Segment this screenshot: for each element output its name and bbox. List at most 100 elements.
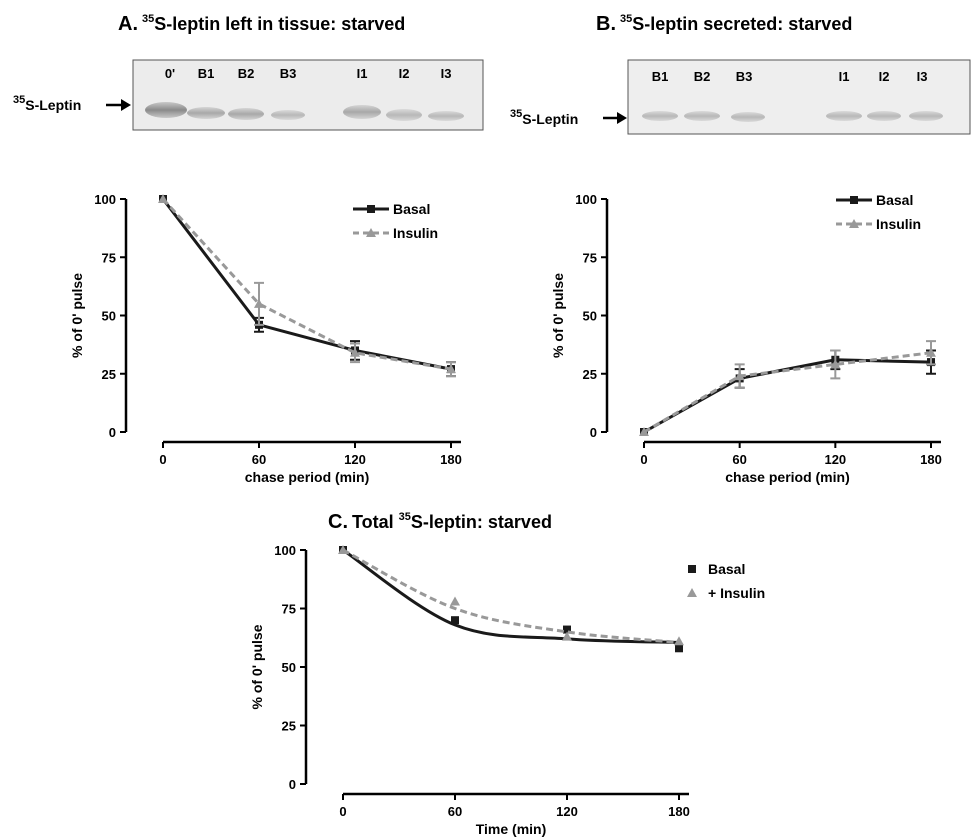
panel-a-series-insulin-point bbox=[446, 364, 456, 374]
panel-b-series-insulin-point bbox=[639, 427, 649, 436]
blot-b-protein-sup: 35 bbox=[510, 108, 522, 120]
panel-b-x-tick-label: 180 bbox=[920, 452, 942, 467]
panel-a-series-insulin-legend-marker bbox=[366, 228, 376, 237]
blot-b-band bbox=[826, 111, 862, 121]
panel-c-series-insulin-fit-curve bbox=[342, 548, 680, 644]
panel-c-title-text: S-leptin: starved bbox=[411, 512, 552, 532]
panel-c-y-tick-label: 25 bbox=[282, 719, 296, 734]
panel-b-series-basal-legend-marker bbox=[850, 196, 858, 204]
panel-a-x-tick-label: 120 bbox=[344, 452, 366, 467]
panel-b-series-insulin-point bbox=[734, 371, 745, 381]
panel-b-series-insulin-point bbox=[830, 359, 841, 369]
panel-a-y-tick-label: 0 bbox=[109, 425, 116, 440]
blot-a-band bbox=[145, 102, 187, 118]
panel-a-title-text: S-leptin left in tissue: starved bbox=[154, 14, 405, 34]
panel-c-series-basal-point bbox=[563, 625, 571, 634]
panel-a-y-axis-label: % of 0' pulse bbox=[69, 273, 85, 358]
panel-c-series-basal-point bbox=[675, 644, 683, 653]
panel-b-series-basal-legend-label: Basal bbox=[876, 192, 913, 208]
blot-b-lane-label: I1 bbox=[839, 69, 850, 84]
panel-c-series-insulin-point bbox=[450, 596, 460, 606]
panel-a-x-tick-label: 60 bbox=[252, 452, 266, 467]
panel-c-series-insulin-legend-marker bbox=[687, 588, 697, 597]
panel-c-y-tick-label: 100 bbox=[274, 543, 296, 558]
panel-a-series-insulin-point bbox=[158, 194, 168, 203]
blot-a-protein-sup: 35 bbox=[13, 94, 25, 106]
panel-a-title: A. 35S-leptin left in tissue: starved bbox=[118, 13, 405, 35]
panel-b-y-axis-label: % of 0' pulse bbox=[550, 273, 566, 358]
panel-c-letter: C. bbox=[328, 511, 348, 533]
panel-c-title-sup: 35 bbox=[399, 511, 411, 523]
blot-a-band bbox=[386, 109, 422, 121]
chart-b: 0 25 50 75 100 0 60 120 180 chase period (min) % o… bbox=[550, 192, 942, 485]
panel-a-series-basal-legend-marker bbox=[367, 205, 375, 213]
blot-a-lane-label: B1 bbox=[198, 66, 215, 81]
blot-b-band bbox=[731, 112, 765, 122]
blot-b-lane-label: I3 bbox=[917, 69, 928, 84]
panel-b-y-tick-label: 100 bbox=[575, 192, 597, 207]
panel-b-x-tick-label: 60 bbox=[732, 452, 746, 467]
panel-b-x-tick-label: 0 bbox=[640, 452, 647, 467]
blot-a-band bbox=[343, 105, 381, 119]
blot-a-band bbox=[428, 111, 464, 121]
panel-b-letter: B. bbox=[596, 13, 616, 35]
blot-a-lane-label: I3 bbox=[441, 66, 452, 81]
chart-a: 0 25 50 75 100 0 60 120 180 chase period (min) % o… bbox=[69, 192, 462, 485]
blot-a-band bbox=[187, 107, 225, 119]
blot-b-lane-label: B3 bbox=[736, 69, 753, 84]
panel-c-y-axis-label: % of 0' pulse bbox=[249, 624, 265, 709]
blot-a-lane-label: I1 bbox=[357, 66, 368, 81]
blot-b-lane-label: I2 bbox=[879, 69, 890, 84]
panel-a-series-insulin-point bbox=[254, 298, 264, 308]
panel-b-title: B. 35S-leptin secreted: starved bbox=[596, 13, 852, 35]
panel-c-series-basal-legend-marker bbox=[688, 565, 696, 573]
blot-a-arrow-icon bbox=[121, 99, 131, 111]
panel-a-title-sup: 35 bbox=[142, 13, 154, 25]
panel-c-x-axis-label: Time (min) bbox=[476, 821, 547, 837]
panel-c-x-tick-label: 0 bbox=[339, 804, 346, 819]
blot-b-protein-text: S-Leptin bbox=[522, 111, 578, 127]
panel-b-series-insulin-point bbox=[926, 347, 936, 357]
panel-b-title-text: S-leptin secreted: starved bbox=[632, 14, 852, 34]
panel-a-letter: A. bbox=[118, 13, 138, 35]
panel-c-y-tick-label: 0 bbox=[289, 777, 296, 792]
blot-b-band bbox=[909, 111, 943, 121]
blot-b-membrane bbox=[627, 59, 971, 135]
blot-b-band bbox=[642, 111, 678, 121]
panel-a-series-insulin-legend-label: Insulin bbox=[393, 225, 438, 241]
blot-a-lane-label: B3 bbox=[280, 66, 297, 81]
blot-a-protein-label: 35S-Leptin bbox=[13, 94, 81, 113]
panel-c-x-tick-label: 120 bbox=[556, 804, 578, 819]
panel-a-x-tick-label: 180 bbox=[440, 452, 462, 467]
panel-b-title-sup: 35 bbox=[620, 13, 632, 25]
panel-c-series-basal-legend-label: Basal bbox=[708, 561, 745, 577]
panel-a-series-insulin-line bbox=[161, 197, 452, 371]
panel-b-y-tick-label: 0 bbox=[590, 425, 597, 440]
panel-c-y-tick-label: 75 bbox=[282, 602, 296, 617]
blot-a-lane-label: 0' bbox=[165, 66, 175, 81]
chart-c: 0 25 50 75 100 0 60 120 180 Time (min) % of 0' pul… bbox=[249, 543, 765, 837]
panel-b-blot: B1 B2 B3 I1 I2 I3 35S-Leptin bbox=[510, 59, 971, 135]
panel-c-series-insulin-point bbox=[674, 636, 684, 646]
blot-b-band bbox=[684, 111, 720, 121]
panel-b-y-tick-label: 25 bbox=[583, 367, 597, 382]
panel-c-series-insulin-point bbox=[562, 631, 572, 641]
panel-a-x-axis-label: chase period (min) bbox=[245, 469, 369, 485]
blot-a-band bbox=[228, 108, 264, 120]
blot-a-membrane bbox=[132, 59, 484, 131]
blot-a-lane-label: I2 bbox=[399, 66, 410, 81]
panel-a-blot: 0' B1 B2 B3 I1 I2 I3 35S-Leptin bbox=[13, 59, 484, 131]
panel-b-y-tick-label: 50 bbox=[583, 309, 597, 324]
panel-b-x-tick-label: 120 bbox=[824, 452, 846, 467]
blot-a-protein-text: S-Leptin bbox=[25, 97, 81, 113]
panel-c-series-insulin-point bbox=[338, 545, 348, 554]
panel-a-y-tick-label: 50 bbox=[102, 309, 116, 324]
panel-b-series-insulin-legend-marker bbox=[849, 219, 859, 228]
blot-b-band bbox=[867, 111, 901, 121]
panel-a-series-insulin-point bbox=[350, 347, 360, 357]
blot-b-lane-label: B2 bbox=[694, 69, 711, 84]
panel-c-title-pre: Total bbox=[352, 512, 399, 532]
panel-a-y-tick-label: 25 bbox=[102, 367, 116, 382]
panel-c-title: C. Total 35S-leptin: starved bbox=[328, 511, 552, 533]
